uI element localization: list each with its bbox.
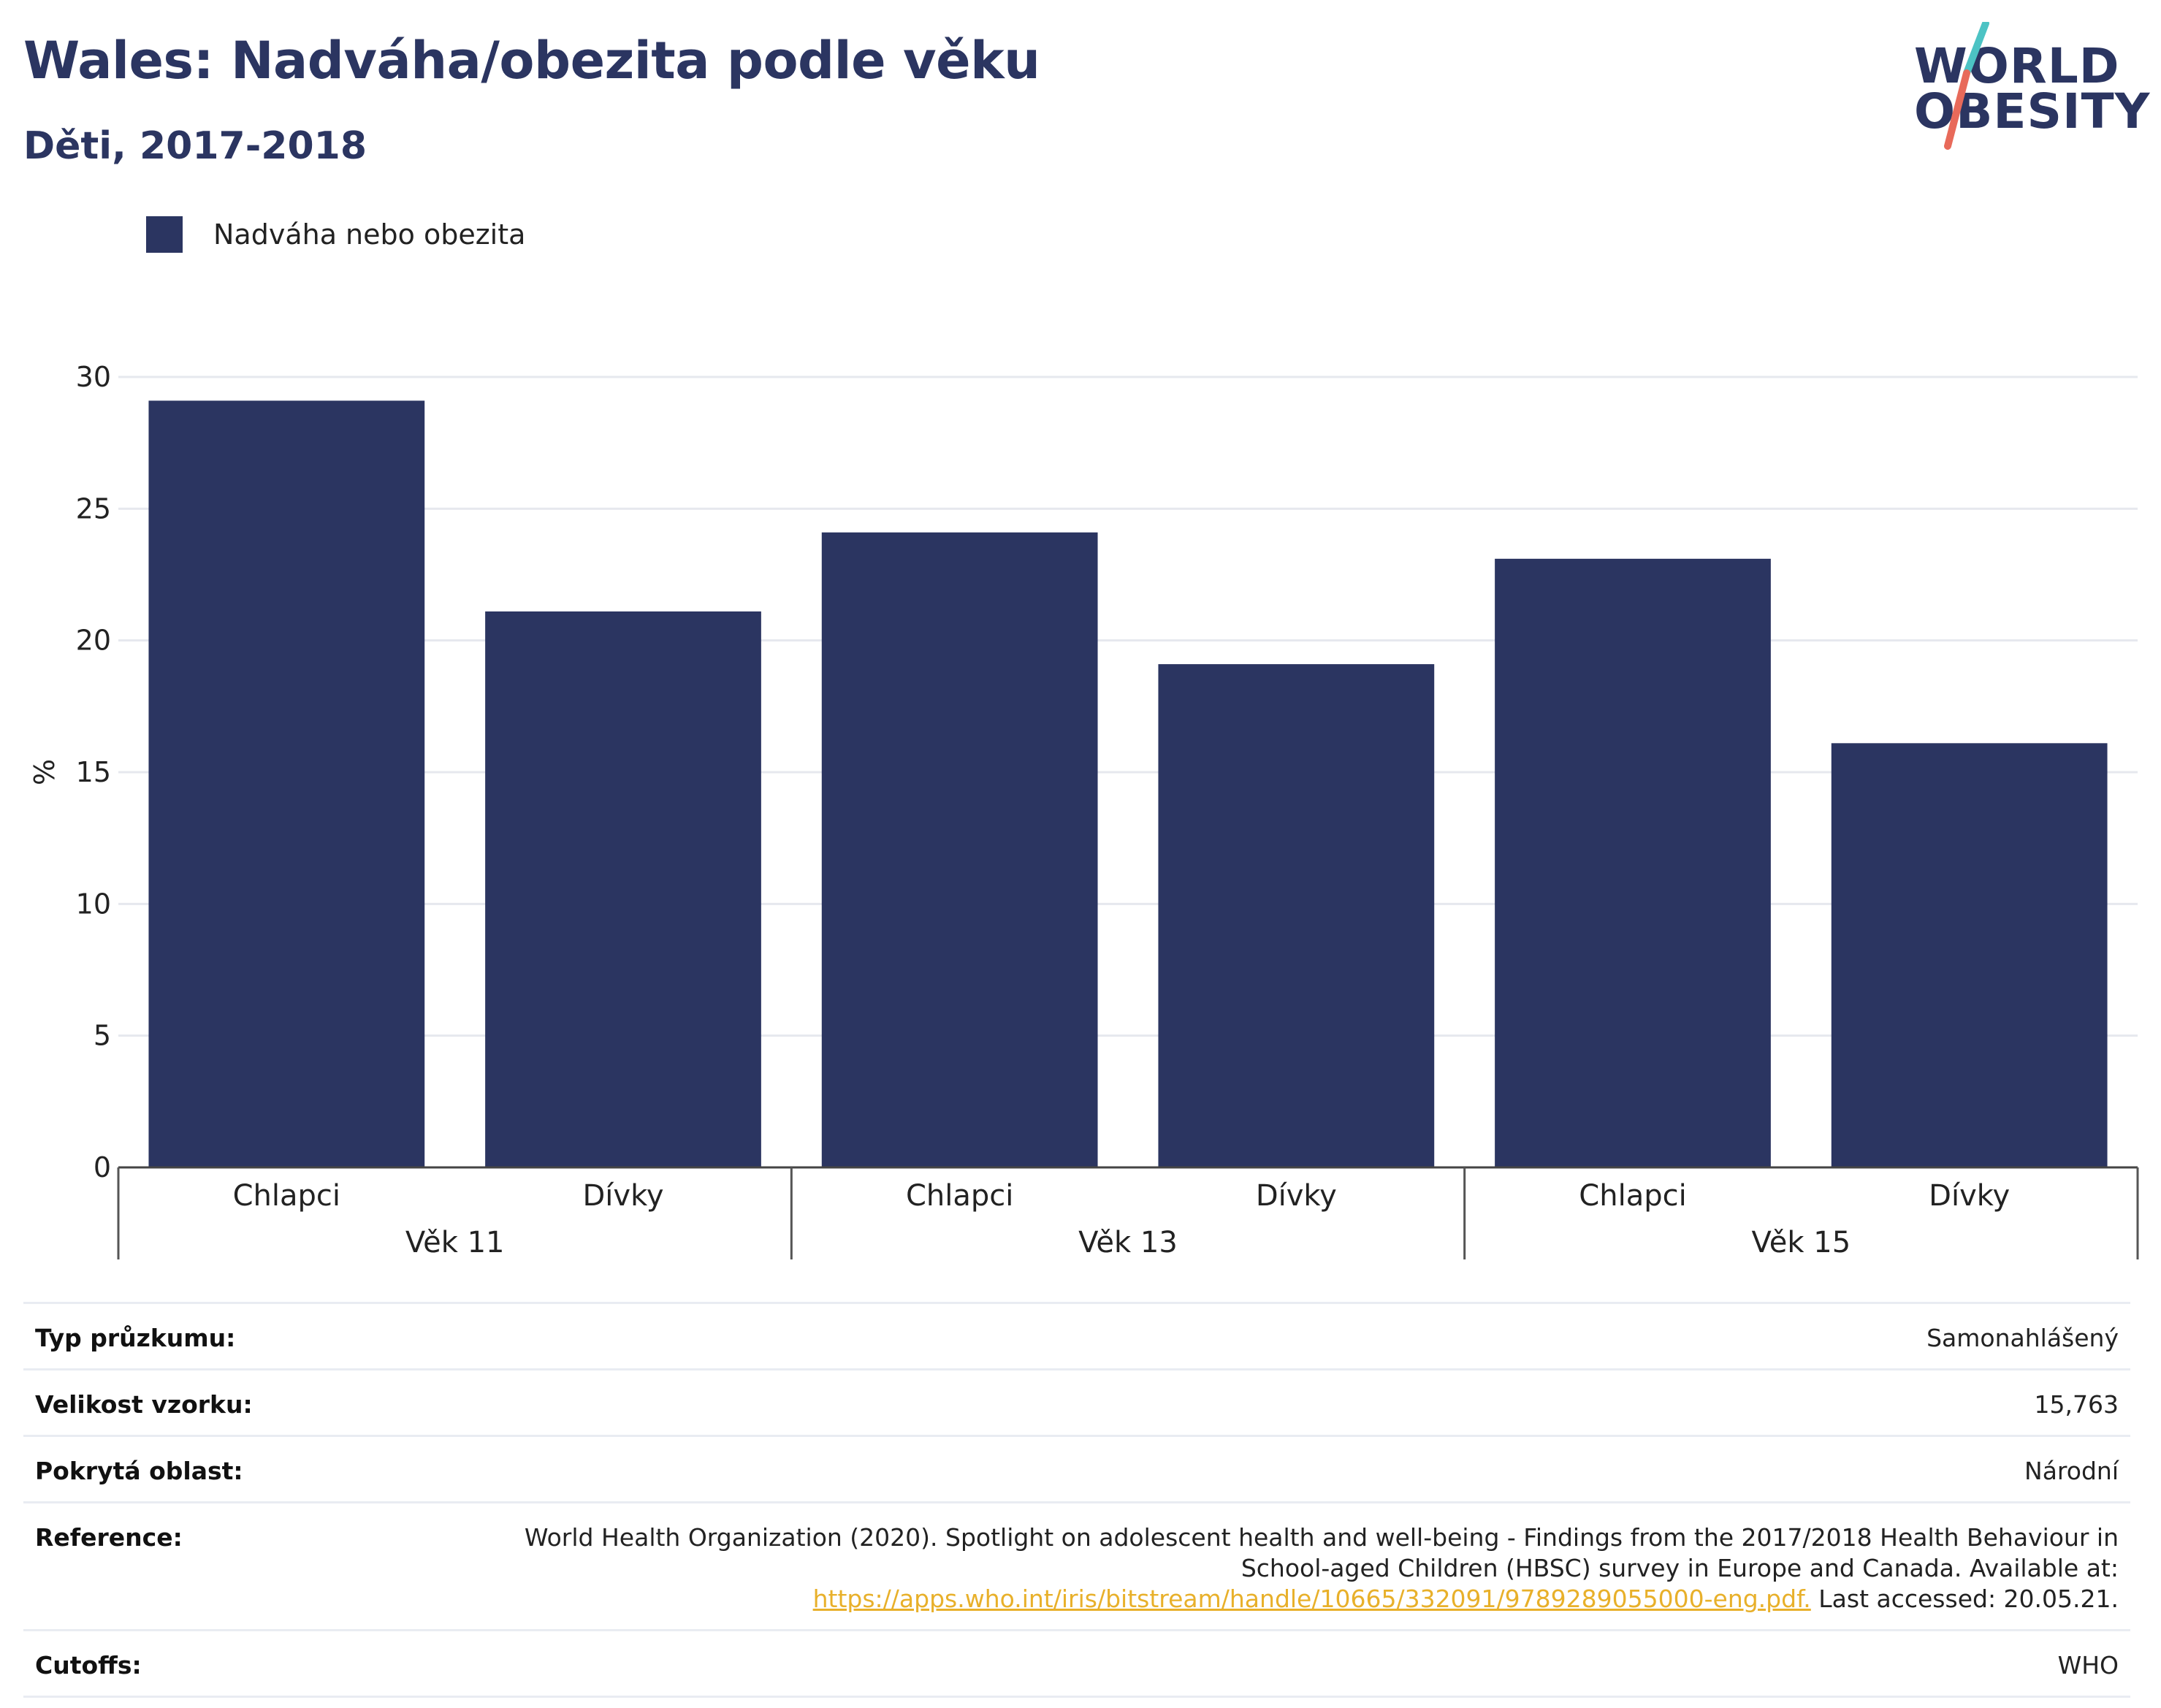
info-row-reference: Reference: World Health Organization (20… xyxy=(23,1503,2130,1631)
bar xyxy=(1158,664,1435,1167)
info-row-sample-size: Velikost vzorku: 15,763 xyxy=(23,1370,2130,1437)
bar xyxy=(485,611,761,1167)
info-label: Typ průzkumu: xyxy=(35,1324,236,1352)
legend: Nadváha nebo obezita xyxy=(146,216,525,253)
x-group-label: Věk 15 xyxy=(1752,1226,1851,1259)
info-value: 15,763 xyxy=(2034,1390,2119,1419)
reference-link[interactable]: https://apps.who.int/iris/bitstream/hand… xyxy=(812,1585,1811,1613)
bar xyxy=(821,532,1098,1167)
x-tick-label: Dívky xyxy=(583,1179,664,1213)
bar xyxy=(1495,558,1771,1167)
info-table: Typ průzkumu: Samonahlášený Velikost vzo… xyxy=(23,1302,2130,1698)
info-row-survey-type: Typ průzkumu: Samonahlášený xyxy=(23,1304,2130,1370)
reference-text: World Health Organization (2020). Spotli… xyxy=(525,1522,2119,1614)
x-group-label: Věk 11 xyxy=(405,1226,505,1259)
info-value: Samonahlášený xyxy=(1926,1324,2119,1352)
logo-slash-icon xyxy=(1944,22,1989,150)
y-tick-label: 15 xyxy=(76,756,111,788)
logo-word-world: WORLD xyxy=(1914,38,2120,94)
y-tick-label: 10 xyxy=(76,888,111,920)
info-label: Reference: xyxy=(35,1523,183,1552)
x-tick-label: Chlapci xyxy=(1579,1179,1686,1213)
info-label: Velikost vzorku: xyxy=(35,1390,253,1419)
bar xyxy=(148,400,425,1168)
reference-accessed: Last accessed: 20.05.21. xyxy=(1810,1585,2119,1613)
info-value: Národní xyxy=(2024,1457,2119,1485)
reference-line-2: School-aged Children (HBSC) survey in Eu… xyxy=(1240,1554,2119,1582)
x-tick-label: Dívky xyxy=(1929,1179,2010,1213)
info-label: Cutoffs: xyxy=(35,1651,142,1680)
y-tick-label: 0 xyxy=(94,1151,111,1183)
chart-title: Wales: Nadváha/obezita podle věku xyxy=(23,31,1040,91)
bar-chart: 0 5 10 15 20 25 30% Chlapci Dívky Chlapci Dívky Chl… xyxy=(28,361,2139,1259)
legend-label: Nadváha nebo obezita xyxy=(213,218,526,251)
chart-subtitle: Děti, 2017-2018 xyxy=(23,124,367,168)
x-tick-label: Dívky xyxy=(1256,1179,1337,1213)
y-tick-label: 25 xyxy=(76,492,111,525)
reference-line-1: World Health Organization (2020). Spotli… xyxy=(524,1523,2119,1552)
x-tick-label: Chlapci xyxy=(906,1179,1013,1213)
info-row-area: Pokrytá oblast: Národní xyxy=(23,1437,2130,1503)
y-axis-title: % xyxy=(28,759,61,785)
x-group-label: Věk 13 xyxy=(1078,1226,1178,1259)
legend-swatch xyxy=(146,216,183,253)
y-tick-label: 30 xyxy=(76,361,111,393)
y-tick-label: 5 xyxy=(94,1020,111,1052)
info-value: WHO xyxy=(2057,1651,2119,1680)
info-row-cutoffs: Cutoffs: WHO xyxy=(23,1631,2130,1698)
info-label: Pokrytá oblast: xyxy=(35,1457,243,1485)
bar xyxy=(1831,743,2108,1167)
y-tick-label: 20 xyxy=(76,625,111,657)
world-obesity-logo: WORLD OBESITY xyxy=(1899,22,2149,153)
x-tick-label: Chlapci xyxy=(233,1179,340,1213)
